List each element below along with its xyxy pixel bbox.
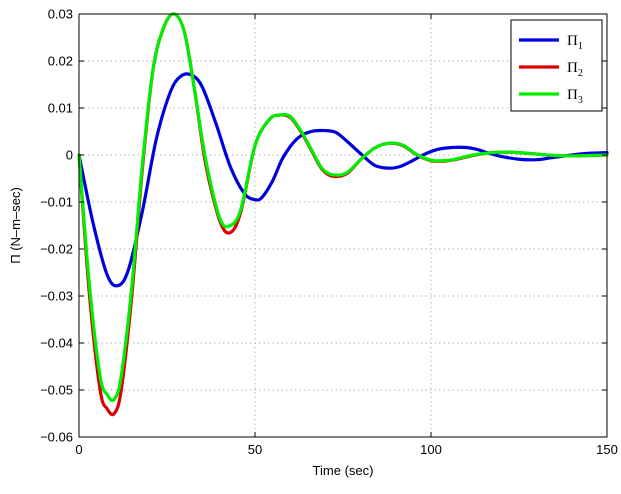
y-tick-label: 0.03: [48, 7, 73, 22]
y-tick-label: 0: [66, 148, 73, 163]
y-axis-label: Π (N–m–sec): [8, 187, 23, 264]
x-tick-label: 0: [75, 442, 82, 457]
y-tick-label: −0.06: [40, 430, 73, 445]
x-tick-label: 100: [420, 442, 442, 457]
y-tick-label: −0.01: [40, 195, 73, 210]
x-axis-label: Time (sec): [313, 463, 374, 478]
y-tick-label: −0.02: [40, 242, 73, 257]
y-tick-label: −0.05: [40, 383, 73, 398]
legend: Π1 Π2 Π3: [510, 19, 603, 112]
x-tick-label: 50: [248, 442, 262, 457]
axis-ticks: 0 50 100 150 −0.06 −0.05 −0.04 −0.03 −0.02 −0.01 0…: [40, 7, 618, 458]
series-group: [77, 12, 609, 417]
y-tick-label: 0.02: [48, 54, 73, 69]
legend-label-3: Π3: [567, 87, 583, 106]
grid: [79, 14, 607, 437]
legend-label-2: Π2: [567, 60, 583, 79]
series-line-1: [77, 72, 609, 288]
legend-label-1: Π1: [567, 33, 583, 52]
x-tick-label: 150: [596, 442, 618, 457]
y-tick-label: 0.01: [48, 101, 73, 116]
y-tick-label: −0.03: [40, 289, 73, 304]
y-tick-label: −0.04: [40, 336, 73, 351]
plot-frame: [78, 13, 608, 438]
series-line-3: [77, 12, 609, 403]
